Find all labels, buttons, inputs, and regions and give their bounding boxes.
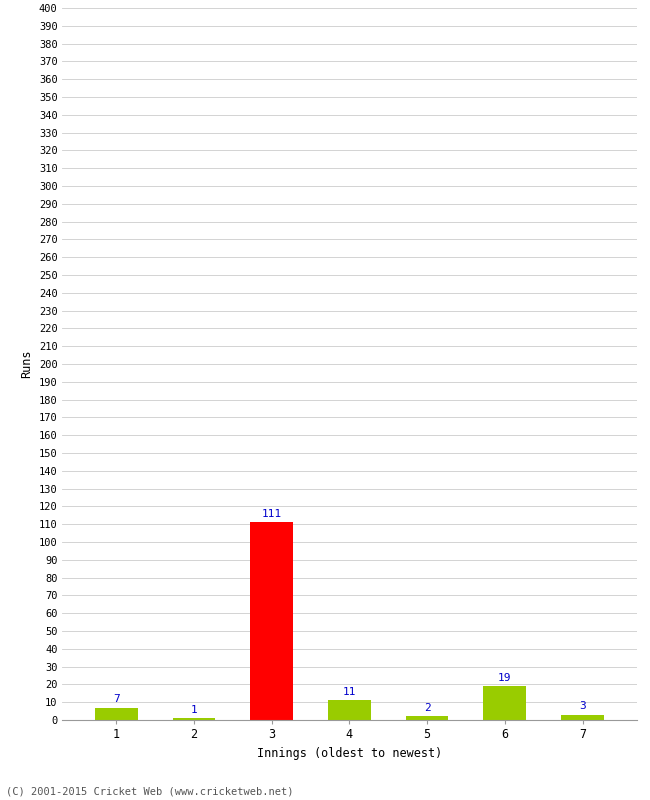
Y-axis label: Runs: Runs xyxy=(20,350,33,378)
Text: 1: 1 xyxy=(190,705,198,714)
Text: 19: 19 xyxy=(498,673,512,682)
Text: 3: 3 xyxy=(579,701,586,711)
Bar xyxy=(406,717,448,720)
Text: 111: 111 xyxy=(261,509,281,519)
Text: (C) 2001-2015 Cricket Web (www.cricketweb.net): (C) 2001-2015 Cricket Web (www.cricketwe… xyxy=(6,786,294,796)
Text: 7: 7 xyxy=(113,694,120,704)
Bar xyxy=(250,522,293,720)
Text: 2: 2 xyxy=(424,703,430,713)
Text: 11: 11 xyxy=(343,687,356,697)
Bar xyxy=(328,701,370,720)
Bar xyxy=(172,718,215,720)
Bar xyxy=(95,707,138,720)
Bar xyxy=(561,714,604,720)
X-axis label: Innings (oldest to newest): Innings (oldest to newest) xyxy=(257,747,442,760)
Bar xyxy=(484,686,527,720)
